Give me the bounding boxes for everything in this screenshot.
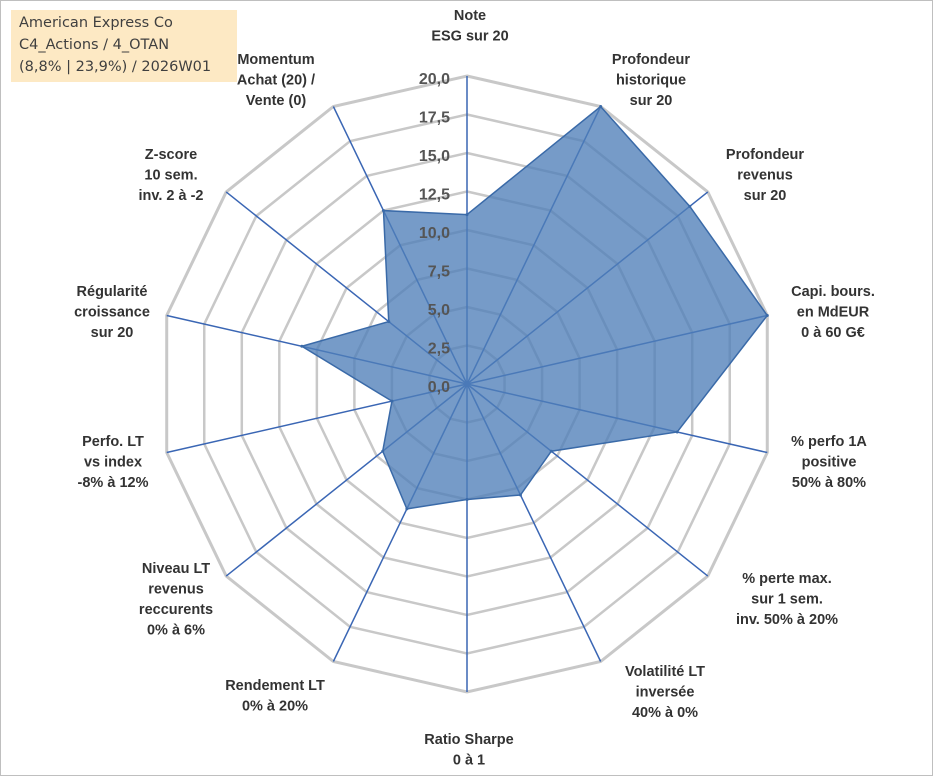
axis-label: Niveau LT revenus reccurents 0% à 6% <box>139 561 213 639</box>
category-label: C4_Actions / 4_OTAN <box>19 37 170 53</box>
data-point <box>300 344 304 348</box>
axis-label: Capi. bours. en MdEUR 0 à 60 G€ <box>791 284 875 341</box>
stats-label: (8,8% | 23,9%) / 2026W01 <box>19 59 212 75</box>
tick-label: 15,0 <box>419 148 450 165</box>
data-point <box>387 320 391 324</box>
data-point <box>765 313 769 317</box>
data-point <box>381 209 385 213</box>
axis-label: Profondeur revenus sur 20 <box>726 147 804 204</box>
axis-label: % perfo 1A positive 50% à 80% <box>791 434 867 491</box>
axis-label: % perte max. sur 1 sem. inv. 50% à 20% <box>736 571 838 628</box>
company-name: American Express Co <box>19 15 173 31</box>
tick-label: 20,0 <box>419 71 450 88</box>
axis-label: Note ESG sur 20 <box>431 8 508 45</box>
tick-label: 12,5 <box>419 187 450 204</box>
axis-label: Perfo. LT vs index -8% à 12% <box>78 434 149 491</box>
tick-label: 0,0 <box>428 379 450 396</box>
tick-label: 2,5 <box>428 341 450 358</box>
axis-label: Volatilité LT inversée 40% à 0% <box>625 664 705 721</box>
tick-label: 5,0 <box>428 302 450 319</box>
axis-label: Ratio Sharpe 0 à 1 <box>424 732 513 769</box>
axis-label: Profondeur historique sur 20 <box>612 52 690 109</box>
data-point <box>518 493 522 497</box>
tick-label: 17,5 <box>419 110 450 127</box>
tick-label: 7,5 <box>428 264 450 281</box>
tick-label: 10,0 <box>419 225 450 242</box>
data-point <box>599 105 603 109</box>
data-point <box>688 204 692 208</box>
axis-label: Z-score 10 sem. inv. 2 à -2 <box>138 147 203 204</box>
data-point <box>675 430 679 434</box>
axis-label: Rendement LT 0% à 20% <box>225 678 325 715</box>
data-point <box>381 449 385 453</box>
axis-label: Momentum Achat (20) / Vente (0) <box>237 52 315 109</box>
axis-label: Régularité croissance sur 20 <box>74 284 150 341</box>
data-point <box>390 399 394 403</box>
data-point <box>465 498 469 501</box>
chart-title-box: American Express Co C4_Actions / 4_OTAN … <box>11 10 237 82</box>
data-point <box>405 507 409 511</box>
data-point <box>465 213 469 217</box>
data-point <box>549 449 553 453</box>
